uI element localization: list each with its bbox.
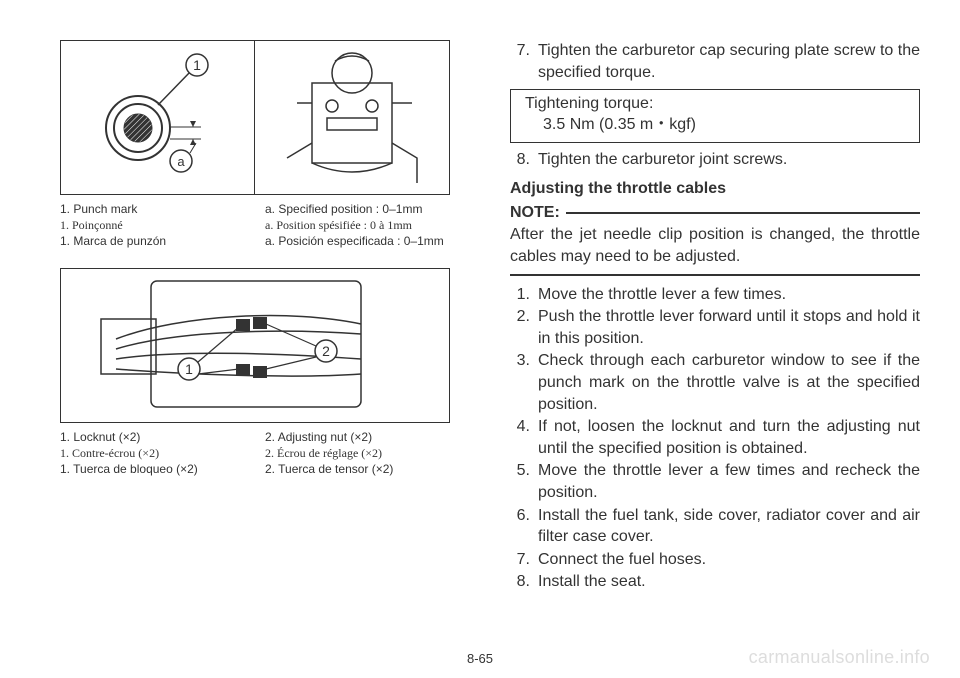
right-column: 7. Tighten the carburetor cap securing p… bbox=[500, 40, 920, 658]
list-number: 7. bbox=[510, 549, 538, 571]
caption-line: 1. Contre-écrou (×2) bbox=[60, 445, 265, 461]
list-number: 5. bbox=[510, 460, 538, 503]
list-text: Check through each carburetor window to … bbox=[538, 350, 920, 415]
figure-1-right-diagram bbox=[255, 41, 449, 194]
note-rule bbox=[566, 212, 920, 214]
list-item: 2. Push the throttle lever forward until… bbox=[510, 306, 920, 349]
caption-line: 1. Tuerca de bloqueo (×2) bbox=[60, 461, 265, 477]
torque-spec-box: Tightening torque: 3.5 Nm (0.35 m・kgf) bbox=[510, 89, 920, 143]
list-item: 1. Move the throttle lever a few times. bbox=[510, 284, 920, 306]
fig2-callout-1: 1 bbox=[185, 361, 193, 377]
list-number: 3. bbox=[510, 350, 538, 415]
fig1-callout-1: 1 bbox=[193, 57, 201, 73]
fig1-callout-a: a bbox=[177, 154, 185, 169]
caption-line: a. Position spésifiée : 0 à 1mm bbox=[265, 217, 470, 233]
list-text: Install the seat. bbox=[538, 571, 920, 593]
step-7: 7. Tighten the carburetor cap securing p… bbox=[510, 40, 920, 83]
caption-line: 2. Écrou de réglage (×2) bbox=[265, 445, 470, 461]
procedure-steps: 1. Move the throttle lever a few times. … bbox=[510, 284, 920, 594]
list-number: 8. bbox=[510, 149, 538, 171]
list-text: Install the fuel tank, side cover, radia… bbox=[538, 505, 920, 548]
caption-line: 1. Poinçonné bbox=[60, 217, 265, 233]
caption-line: 2. Tuerca de tensor (×2) bbox=[265, 461, 470, 477]
list-text: If not, loosen the locknut and turn the … bbox=[538, 416, 920, 459]
list-number: 1. bbox=[510, 284, 538, 306]
list-text: Tighten the carburetor joint screws. bbox=[538, 149, 920, 171]
list-item: 6. Install the fuel tank, side cover, ra… bbox=[510, 505, 920, 548]
caption-line: a. Specified position : 0–1mm bbox=[265, 201, 470, 217]
note-body: After the jet needle clip position is ch… bbox=[510, 224, 920, 267]
fig2-callout-2: 2 bbox=[322, 343, 330, 359]
caption-line: 2. Adjusting nut (×2) bbox=[265, 429, 470, 445]
caption-line: a. Posición especificada : 0–1mm bbox=[265, 233, 470, 249]
caption-line: 1. Locknut (×2) bbox=[60, 429, 265, 445]
list-item: 4. If not, loosen the locknut and turn t… bbox=[510, 416, 920, 459]
note-header: NOTE: bbox=[510, 204, 920, 222]
list-number: 8. bbox=[510, 571, 538, 593]
list-text: Move the throttle lever a few times and … bbox=[538, 460, 920, 503]
list-item: 5. Move the throttle lever a few times a… bbox=[510, 460, 920, 503]
list-number: 4. bbox=[510, 416, 538, 459]
torque-value: 3.5 Nm (0.35 m・kgf) bbox=[525, 115, 909, 136]
list-item: 7. Connect the fuel hoses. bbox=[510, 549, 920, 571]
left-column: 1 a bbox=[60, 40, 500, 658]
list-text: Connect the fuel hoses. bbox=[538, 549, 920, 571]
list-text: Move the throttle lever a few times. bbox=[538, 284, 920, 306]
figure-1: 1 a bbox=[60, 40, 450, 195]
list-number: 7. bbox=[510, 40, 538, 83]
list-text: Push the throttle lever forward until it… bbox=[538, 306, 920, 349]
section-heading: Adjusting the throttle cables bbox=[510, 180, 920, 198]
note-label: NOTE: bbox=[510, 204, 566, 222]
figure-1-left-diagram: 1 a bbox=[61, 41, 255, 194]
watermark: carmanualsonline.info bbox=[749, 647, 930, 668]
list-number: 2. bbox=[510, 306, 538, 349]
figure-2: 1 2 bbox=[60, 268, 450, 423]
list-text: Tighten the carburetor cap securing plat… bbox=[538, 40, 920, 83]
caption-line: 1. Punch mark bbox=[60, 201, 265, 217]
caption-line: 1. Marca de punzón bbox=[60, 233, 265, 249]
figure-1-captions: 1. Punch mark 1. Poinçonné 1. Marca de p… bbox=[60, 201, 470, 250]
manual-page: 1 a bbox=[0, 0, 960, 678]
step-8: 8. Tighten the carburetor joint screws. bbox=[510, 149, 920, 171]
list-item: 3. Check through each carburetor window … bbox=[510, 350, 920, 415]
note-end-rule bbox=[510, 274, 920, 276]
torque-label: Tightening torque: bbox=[525, 94, 909, 115]
list-item: 8. Install the seat. bbox=[510, 571, 920, 593]
list-number: 6. bbox=[510, 505, 538, 548]
figure-2-captions: 1. Locknut (×2) 1. Contre-écrou (×2) 1. … bbox=[60, 429, 470, 478]
